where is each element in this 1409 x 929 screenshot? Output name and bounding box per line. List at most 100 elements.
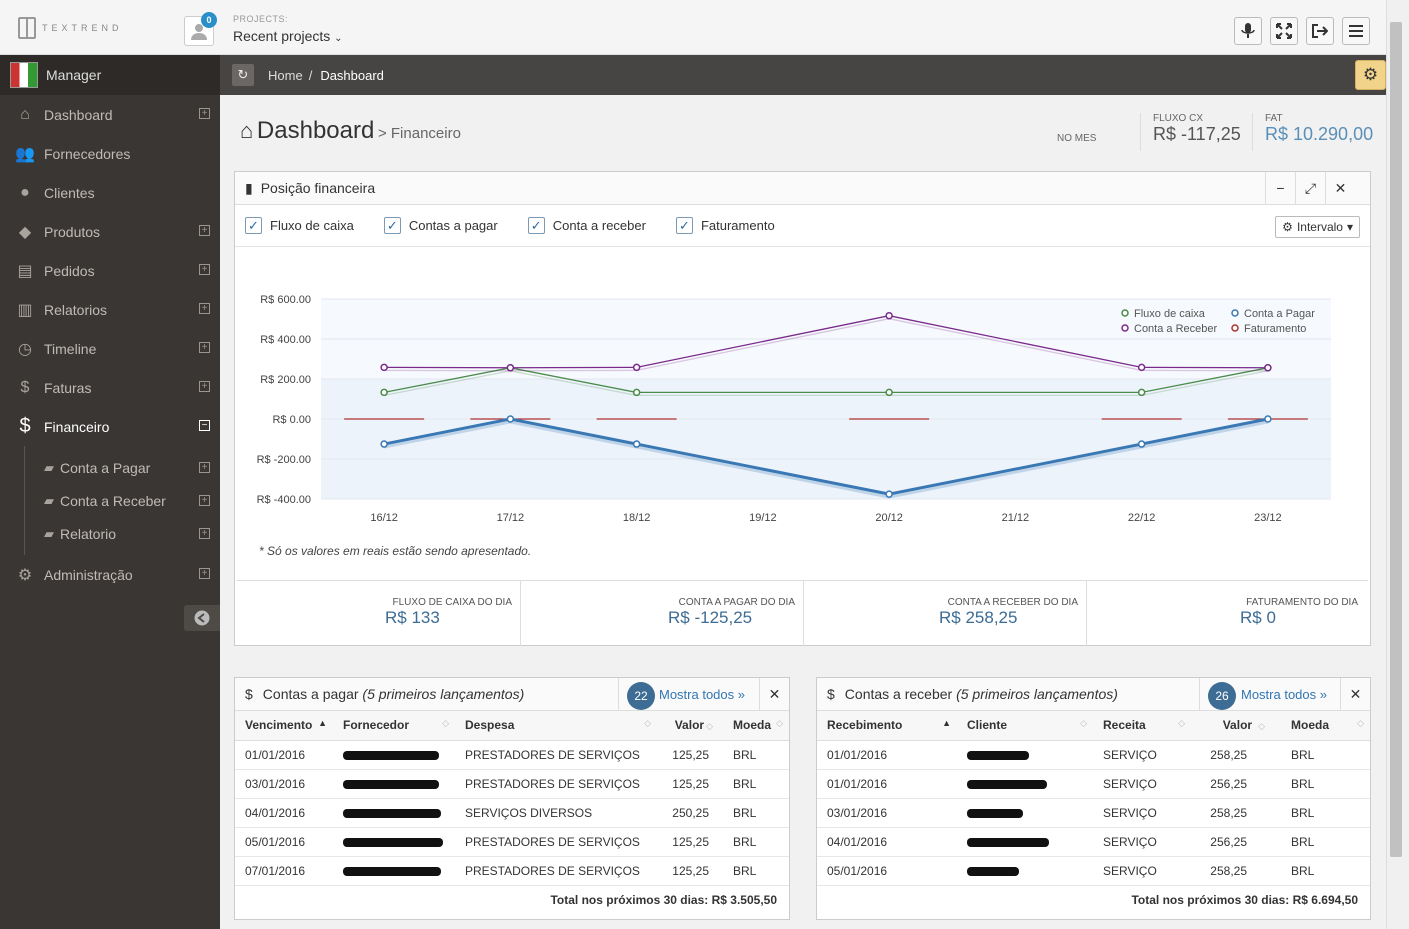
sidebar-subitem-conta-a-pagar[interactable]: ▰ Conta a Pagar + [0, 451, 220, 484]
folder-open-icon: ▰ [44, 525, 54, 541]
table-row[interactable]: 05/01/2016 PRESTADORES DE SERVIÇOS 125,2… [235, 827, 789, 857]
user-activity-button[interactable]: 0 [184, 12, 217, 46]
minimize-panel-button[interactable]: − [1265, 172, 1295, 204]
intervalo-dropdown[interactable]: ⚙ Intervalo ▾ [1275, 216, 1360, 238]
checkbox-fluxo-de-caixa[interactable]: ✓ Fluxo de caixa [245, 217, 354, 234]
sidebar-item-pedidos[interactable]: ▤ Pedidos + [0, 251, 220, 290]
expand-icon[interactable]: + [199, 495, 210, 506]
y-tick-label: R$ 0.00 [272, 414, 311, 426]
mostra-todos-link[interactable]: Mostra todos » [659, 687, 745, 702]
table-row[interactable]: 03/01/2016 SERVIÇO 258,25 BRL [817, 798, 1370, 828]
sidebar-item-label: Relatorios [44, 301, 108, 318]
intervalo-label: Intervalo [1296, 220, 1343, 234]
expand-panel-button[interactable]: ⤢ [1295, 172, 1325, 204]
col-valor[interactable]: Valor ◇ [657, 711, 723, 741]
checkbox-checked-icon: ✓ [675, 217, 693, 234]
expand-icon[interactable]: + [199, 264, 210, 275]
dollar-icon: $ [19, 415, 31, 437]
col-valor[interactable]: Valor ◇ [1191, 711, 1281, 741]
cell-valor: 125,25 [657, 769, 723, 799]
expand-icon[interactable]: + [199, 568, 210, 579]
sidebar-item-dashboard[interactable]: ⌂ Dashboard + [0, 95, 220, 134]
sidebar-subitem-relatorio[interactable]: ▰ Relatorio + [0, 517, 220, 550]
cell-fornecedor [333, 827, 455, 857]
checkbox-faturamento[interactable]: ✓ Faturamento [675, 217, 775, 234]
expand-icon[interactable]: + [199, 462, 210, 473]
cell-receita: SERVIÇO [1093, 769, 1191, 799]
cell-valor: 250,25 [657, 798, 723, 828]
cell-despesa: PRESTADORES DE SERVIÇOS [455, 740, 657, 770]
col-recebimento[interactable]: Recebimento ▲ [817, 711, 957, 741]
data-point [632, 440, 641, 448]
page-scrollbar[interactable] [1386, 0, 1409, 929]
col-vencimento[interactable]: Vencimento ▲ [235, 711, 333, 741]
table-row[interactable]: 03/01/2016 PRESTADORES DE SERVIÇOS 125,2… [235, 769, 789, 799]
sidebar-item-fornecedores[interactable]: 👥 Fornecedores [0, 134, 220, 173]
breadcrumb-home[interactable]: Home [268, 67, 303, 83]
cell-moeda: BRL [1281, 827, 1370, 857]
cell-despesa: SERVIÇOS DIVERSOS [455, 798, 657, 828]
table-row[interactable]: 01/01/2016 PRESTADORES DE SERVIÇOS 125,2… [235, 740, 789, 770]
col-cliente[interactable]: Cliente ◇ [957, 711, 1093, 741]
collapse-sidebar-button[interactable] [184, 605, 220, 631]
expand-icon[interactable]: + [199, 303, 210, 314]
col-fornecedor[interactable]: Fornecedor ◇ [333, 711, 455, 741]
col-receita[interactable]: Receita ◇ [1093, 711, 1191, 741]
settings-button[interactable]: ⚙ [1355, 60, 1386, 90]
sort-icon: ◇ [776, 718, 783, 729]
table-row[interactable]: 04/01/2016 SERVIÇOS DIVERSOS 250,25 BRL [235, 798, 789, 828]
menu-button[interactable] [1342, 17, 1370, 45]
sidebar-item-faturas[interactable]: $ Faturas + [0, 368, 220, 407]
cell-recebimento: 04/01/2016 [817, 827, 957, 857]
sidebar-item-label: Clientes [44, 184, 95, 201]
col-despesa[interactable]: Despesa ◇ [455, 711, 657, 741]
table-row[interactable]: 07/01/2016 PRESTADORES DE SERVIÇOS 125,2… [235, 856, 789, 886]
table-row[interactable]: 01/01/2016 SERVIÇO 258,25 BRL [817, 740, 1370, 770]
sidebar-item-clientes[interactable]: ● Clientes [0, 173, 220, 212]
panel-subtitle: (5 primeiros lançamentos) [956, 686, 1118, 702]
cell-recebimento: 03/01/2016 [817, 798, 957, 828]
expand-icon[interactable]: + [199, 528, 210, 539]
sidebar-subitem-conta-a-receber[interactable]: ▰ Conta a Receber + [0, 484, 220, 517]
table-row[interactable]: 01/01/2016 SERVIÇO 256,25 BRL [817, 769, 1370, 799]
mostra-todos-link[interactable]: Mostra todos » [1241, 687, 1327, 702]
expand-icon[interactable]: + [199, 225, 210, 236]
data-point [632, 388, 641, 397]
cell-cliente [957, 769, 1093, 799]
expand-icon[interactable]: + [199, 342, 210, 353]
sidebar-item-relatorios[interactable]: ▥ Relatorios + [0, 290, 220, 329]
contas-a-receber-table: Recebimento ▲ Cliente ◇ Receita ◇ Valor ◇ Mo… [817, 711, 1370, 886]
refresh-button[interactable]: ↻ [232, 64, 254, 86]
checkbox-contas-a-pagar[interactable]: ✓ Contas a pagar [383, 217, 498, 234]
cell-fornecedor [333, 769, 455, 799]
close-panel-button[interactable]: ✕ [1325, 172, 1355, 204]
sidebar-item-financeiro[interactable]: $ Financeiro − [0, 407, 220, 446]
faturamento-dia-stat: FATURAMENTO DO DIA R$ 0 [1086, 597, 1368, 628]
col-moeda[interactable]: Moeda ◇ [1281, 711, 1370, 741]
logout-button[interactable] [1306, 17, 1334, 45]
no-mes-label: NO MES [1057, 133, 1096, 144]
expand-icon[interactable]: + [199, 108, 210, 119]
col-moeda[interactable]: Moeda ◇ [723, 711, 789, 741]
checkbox-conta-a-receber[interactable]: ✓ Conta a receber [527, 217, 646, 234]
table-row[interactable]: 05/01/2016 SERVIÇO 258,25 BRL [817, 856, 1370, 886]
sidebar-manager[interactable]: Manager [0, 55, 220, 95]
expand-icon[interactable]: + [199, 381, 210, 392]
textrend-logo[interactable]: TEXTREND [18, 17, 123, 39]
cell-valor: 125,25 [657, 827, 723, 857]
table-row[interactable]: 04/01/2016 SERVIÇO 256,25 BRL [817, 827, 1370, 857]
scrollbar-thumb[interactable] [1390, 22, 1402, 857]
close-panel-button[interactable]: ✕ [759, 678, 789, 710]
sidebar-item-produtos[interactable]: ◆ Produtos + [0, 212, 220, 251]
legend-marker [1231, 324, 1239, 332]
collapse-icon[interactable]: − [199, 420, 210, 431]
sidebar-item-timeline[interactable]: ◷ Timeline + [0, 329, 220, 368]
close-panel-button[interactable]: ✕ [1340, 678, 1370, 710]
sidebar-item-administracao[interactable]: ⚙ Administração + [0, 555, 220, 594]
minus-icon: − [1276, 180, 1285, 196]
voice-command-button[interactable] [1234, 17, 1262, 45]
projects-value: Recent projects [233, 28, 331, 44]
redaction-bar [343, 808, 441, 818]
projects-dropdown[interactable]: PROJECTS: Recent projects ⌄ [233, 14, 343, 44]
fullscreen-button[interactable] [1270, 17, 1298, 45]
